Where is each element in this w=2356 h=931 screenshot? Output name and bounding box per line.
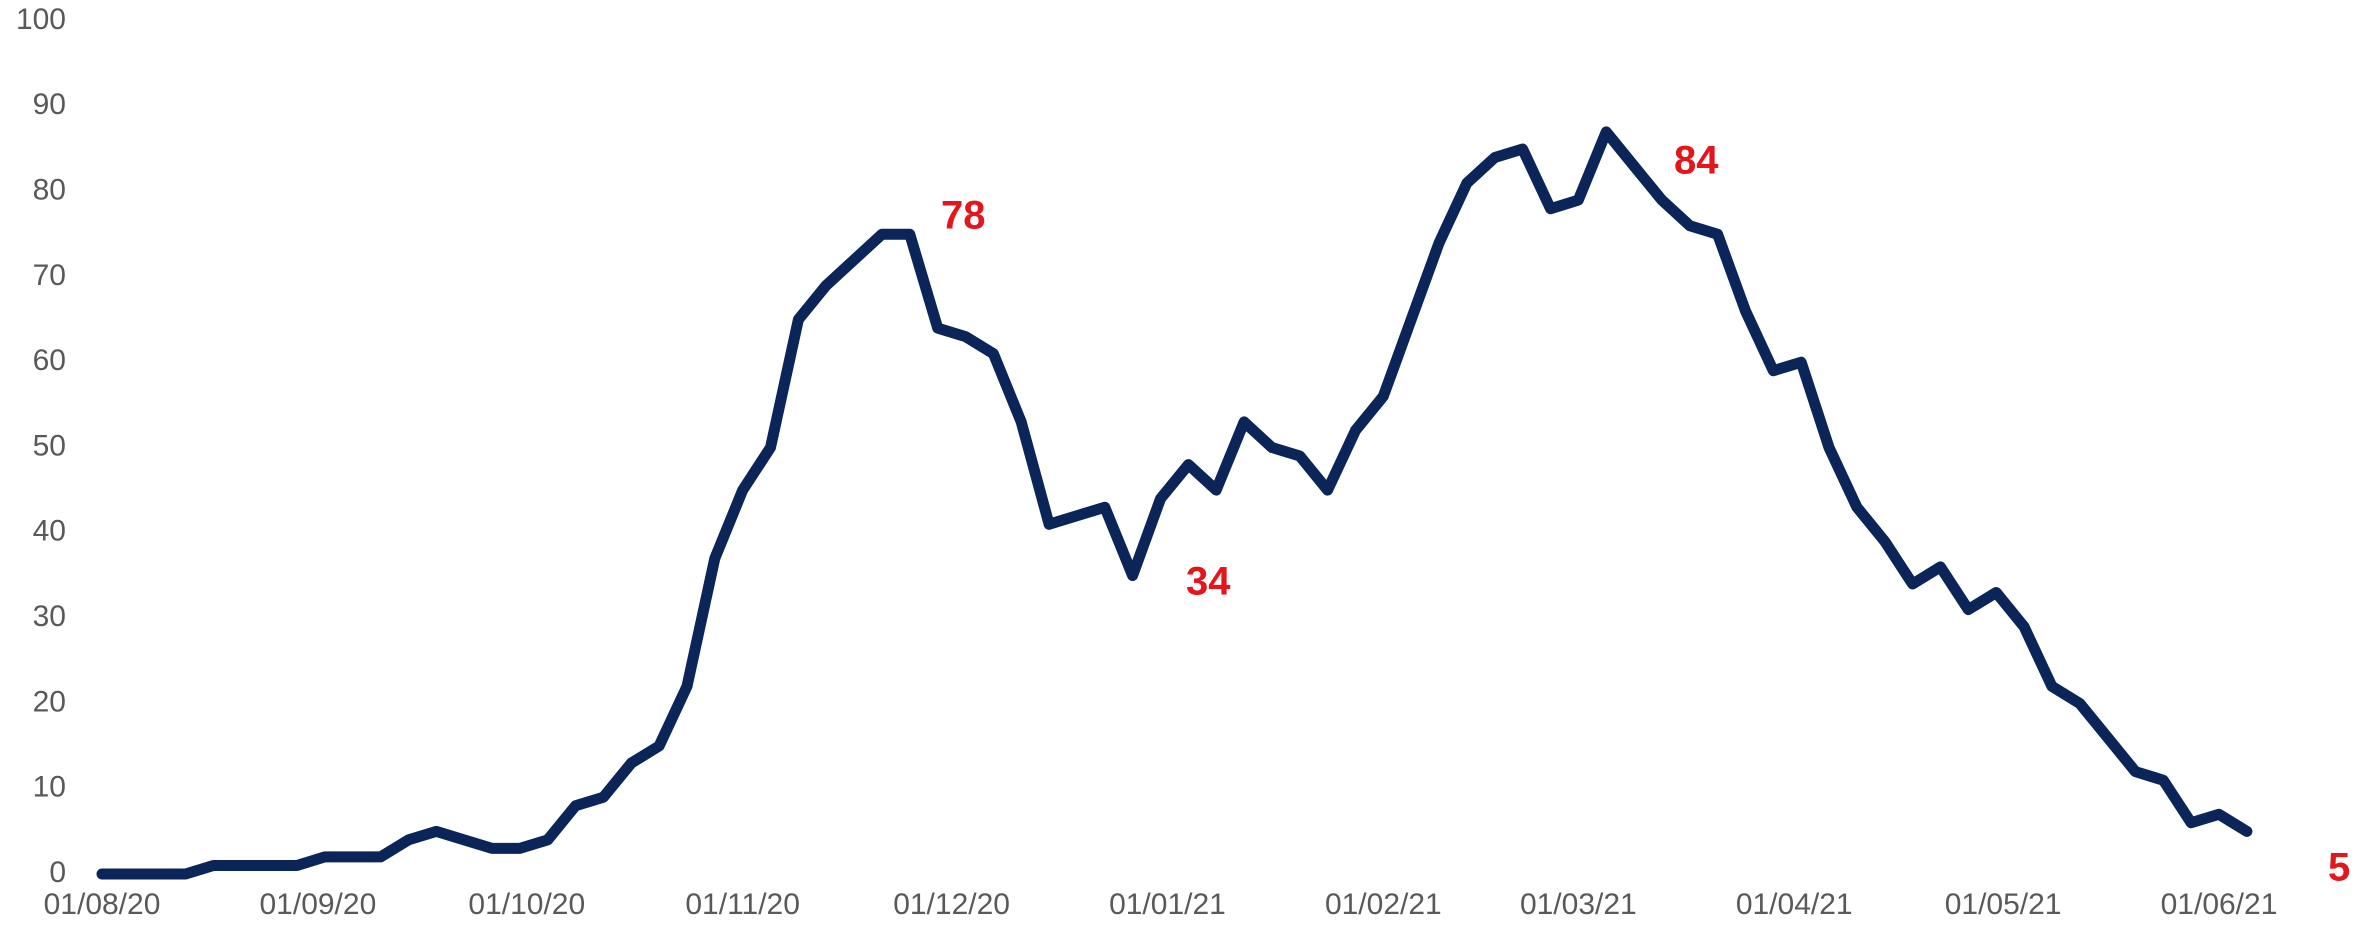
x-tick-label: 01/06/21: [2161, 888, 2278, 921]
x-tick-label: 01/04/21: [1736, 888, 1853, 921]
y-tick-label: 100: [16, 3, 66, 36]
y-tick-label: 40: [33, 515, 66, 548]
annotation: 84: [1674, 139, 1719, 183]
x-tick-label: 01/03/21: [1520, 888, 1637, 921]
y-tick-label: 30: [33, 600, 66, 633]
x-tick-label: 01/09/20: [259, 888, 376, 921]
annotation: 78: [941, 194, 986, 238]
x-tick-label: 01/02/21: [1325, 888, 1442, 921]
data-line: [96, 126, 2253, 880]
x-tick-label: 01/08/20: [44, 888, 161, 921]
x-tick-label: 01/12/20: [893, 888, 1010, 921]
y-tick-label: 20: [33, 685, 66, 718]
x-tick-label: 01/10/20: [468, 888, 585, 921]
x-tick-label: 01/05/21: [1945, 888, 2062, 921]
x-tick-label: 01/01/21: [1109, 888, 1226, 921]
y-tick-label: 80: [33, 174, 66, 207]
y-tick-label: 0: [49, 856, 66, 889]
y-tick-label: 10: [33, 771, 66, 804]
y-tick-label: 90: [33, 88, 66, 121]
x-tick-label: 01/11/20: [685, 888, 800, 921]
annotation: 34: [1186, 560, 1231, 604]
annotation: 5: [2328, 846, 2350, 890]
y-tick-label: 60: [33, 344, 66, 377]
y-tick-label: 70: [33, 259, 66, 292]
y-tick-label: 50: [33, 429, 66, 462]
